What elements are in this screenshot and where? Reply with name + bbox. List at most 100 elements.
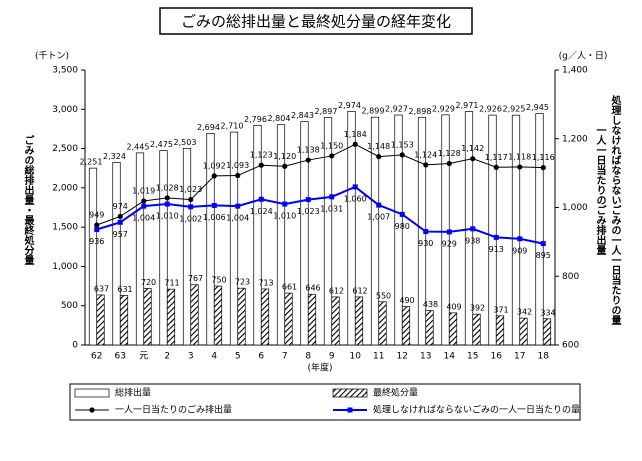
y-axis-title: ごみの総排出量・最終処分量 xyxy=(22,134,35,265)
data-label: 2,925 xyxy=(503,105,526,114)
marker xyxy=(188,204,194,210)
data-label: 930 xyxy=(418,239,433,248)
data-label: 2,475 xyxy=(150,140,173,149)
data-label: 490 xyxy=(399,296,414,305)
bar xyxy=(159,150,168,346)
data-label: 1,184 xyxy=(344,130,367,139)
marker xyxy=(164,195,170,201)
marker xyxy=(329,194,335,200)
bar xyxy=(323,117,333,346)
y-tick-label: 0 xyxy=(72,341,78,351)
marker xyxy=(305,197,311,203)
data-label: 1,002 xyxy=(179,214,202,223)
marker xyxy=(141,198,147,204)
data-label: 1,093 xyxy=(226,161,249,170)
data-label: 1,153 xyxy=(391,140,414,149)
marker xyxy=(258,196,264,202)
data-label: 409 xyxy=(446,302,461,311)
x-tick-label: 18 xyxy=(538,352,550,362)
data-label: 1,118 xyxy=(508,152,531,161)
legend-swatch xyxy=(347,407,353,413)
x-tick-label: 16 xyxy=(491,352,503,362)
legend-swatch xyxy=(332,388,368,398)
data-label: 661 xyxy=(282,283,297,292)
data-label: 1,004 xyxy=(132,214,155,223)
x-axis-title: (年度) xyxy=(307,362,332,374)
marker xyxy=(399,152,405,158)
bar xyxy=(182,147,192,346)
y2-tick-label: 1,000 xyxy=(562,203,588,213)
marker xyxy=(446,160,452,167)
data-label: 1,010 xyxy=(156,212,179,221)
legend-label: 一人一日当たりのごみ排出量 xyxy=(115,404,232,416)
bar xyxy=(448,312,458,346)
bar xyxy=(253,124,262,346)
y-tick-label: 3,500 xyxy=(52,66,78,76)
marker xyxy=(540,241,546,247)
data-label: 438 xyxy=(423,300,438,309)
data-label: 895 xyxy=(536,251,551,260)
data-label: 1,019 xyxy=(132,186,155,195)
y-tick-label: 3,000 xyxy=(52,105,78,115)
bar xyxy=(237,287,246,346)
data-label: 2,927 xyxy=(385,105,408,114)
bar xyxy=(213,285,223,346)
bar xyxy=(260,288,270,346)
bar xyxy=(96,294,105,346)
legend-swatch xyxy=(74,388,110,398)
data-label: 637 xyxy=(94,284,109,293)
x-tick-label: 11 xyxy=(373,352,384,362)
data-label: 750 xyxy=(211,276,226,285)
y2-tick-label: 600 xyxy=(562,341,579,351)
data-label: 980 xyxy=(395,222,410,231)
x-tick-label: 62 xyxy=(91,352,102,362)
data-label: 1,023 xyxy=(179,185,202,194)
data-label: 1,010 xyxy=(273,212,296,221)
bar xyxy=(535,113,544,346)
y2-tick-label: 1,400 xyxy=(562,66,588,76)
x-tick-label: 9 xyxy=(329,352,335,362)
bar xyxy=(378,301,387,346)
data-label: 1,007 xyxy=(367,213,390,222)
marker xyxy=(517,164,523,170)
data-label: 2,503 xyxy=(174,138,197,147)
x-tick-label: 7 xyxy=(282,352,288,362)
marker xyxy=(470,156,476,162)
y-tick-label: 500 xyxy=(61,301,78,311)
data-label: 2,898 xyxy=(409,107,432,116)
data-label: 2,843 xyxy=(291,111,314,120)
bar xyxy=(276,124,286,346)
marker xyxy=(470,226,476,232)
marker xyxy=(376,154,382,160)
data-label: 913 xyxy=(489,245,504,254)
bar xyxy=(229,131,239,346)
x-tick-label: 元 xyxy=(139,352,148,362)
legend-label: 最終処分量 xyxy=(373,387,418,399)
bar xyxy=(394,114,403,346)
bar xyxy=(472,313,481,346)
bar xyxy=(166,288,176,346)
marker xyxy=(399,211,405,217)
x-tick-label: 63 xyxy=(115,352,126,362)
marker xyxy=(376,202,382,208)
data-label: 1,117 xyxy=(485,153,508,162)
marker xyxy=(493,234,499,240)
data-label: 1,024 xyxy=(250,207,273,216)
y2-axis-title: 一人一日当たりのごみ排出量 xyxy=(594,125,606,255)
marker xyxy=(352,184,358,190)
data-label: 1,060 xyxy=(344,194,367,203)
marker xyxy=(94,227,100,232)
data-label: 1,150 xyxy=(320,141,343,150)
y2-tick-label: 1,200 xyxy=(562,134,588,144)
marker xyxy=(352,141,358,147)
x-tick-label: 3 xyxy=(188,352,194,362)
data-label: 1,116 xyxy=(532,153,555,162)
legend-label: 処理しなければならないごみの一人一日当たりの量 xyxy=(373,404,580,416)
data-label: 949 xyxy=(89,211,104,220)
data-label: 2,251 xyxy=(80,158,103,167)
x-tick-label: 2 xyxy=(164,352,170,362)
bar xyxy=(488,114,497,346)
data-label: 1,004 xyxy=(226,214,249,223)
bar xyxy=(425,310,434,346)
data-label: 646 xyxy=(305,284,320,293)
